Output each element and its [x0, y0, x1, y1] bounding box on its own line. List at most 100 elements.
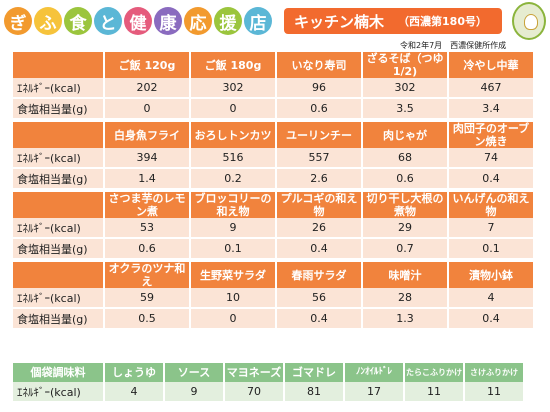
salt-value: 0.4 — [277, 239, 361, 258]
energy-value: 17 — [345, 382, 403, 403]
menu-item: 春雨サラダ — [277, 262, 361, 288]
shop-header: キッチン楠木 （西濃第180号） — [284, 8, 502, 34]
menu-item: ざるそば（つゆ1/2) — [363, 52, 447, 78]
menu-item: 生野菜サラダ — [191, 262, 275, 288]
banner-char: ふ — [34, 7, 62, 35]
energy-value: 56 — [277, 288, 361, 309]
salt-value: 3.4 — [449, 99, 533, 118]
menu-item: 味噌汁 — [363, 262, 447, 288]
menu-item: 白身魚フライ — [105, 122, 189, 148]
energy-row: ｴﾈﾙｷﾞｰ(kcal) 53 9 26 29 7 — [13, 218, 533, 239]
energy-value: 10 — [191, 288, 275, 309]
salt-value: 0 — [191, 309, 275, 328]
seasoning-item: さけふりかけ — [465, 363, 523, 382]
energy-row: ｴﾈﾙｷﾞｰ(kcal) 394 516 557 68 74 — [13, 148, 533, 169]
salt-value: 0 — [191, 99, 275, 118]
energy-value: 70 — [225, 382, 283, 403]
energy-value: 28 — [363, 288, 447, 309]
block-header-row: ご飯 120g ご飯 180g いなり寿司 ざるそば（つゆ1/2) 冷やし中華 — [13, 52, 533, 78]
energy-value: 9 — [165, 382, 223, 403]
salt-value: 0.1 — [191, 239, 275, 258]
energy-label: ｴﾈﾙｷﾞｰ(kcal) — [13, 218, 103, 239]
block-header-row: 白身魚フライ おろしトンカツ ユーリンチー 肉じゃが 肉団子のオーブン焼き — [13, 122, 533, 148]
energy-value: 4 — [449, 288, 533, 309]
salt-label: 食塩相当量(g) — [13, 169, 103, 188]
banner-char: と — [94, 7, 122, 35]
energy-value: 467 — [449, 78, 533, 99]
salt-label: 食塩相当量(g) — [13, 239, 103, 258]
salt-value: 0.2 — [191, 169, 275, 188]
shop-area: （西濃第180号） — [398, 15, 487, 28]
salt-row: 食塩相当量(g) 0 0 0.6 3.5 3.4 — [13, 99, 533, 118]
energy-label: ｴﾈﾙｷﾞｰ(kcal) — [13, 148, 103, 169]
energy-value: 516 — [191, 148, 275, 169]
energy-row: ｴﾈﾙｷﾞｰ(kcal) 202 302 96 302 467 — [13, 78, 533, 99]
seasoning-table: 個袋調味料 しょうゆ ソース マヨネーズ ゴマドレ ﾉﾝｵｲﾙﾄﾞﾚ たらこふり… — [11, 363, 525, 403]
menu-item: 肉団子のオーブン焼き — [449, 122, 533, 148]
energy-value: 202 — [105, 78, 189, 99]
salt-value: 0.4 — [449, 169, 533, 188]
menu-item: 冷やし中華 — [449, 52, 533, 78]
energy-value: 59 — [105, 288, 189, 309]
seasoning-item: マヨネーズ — [225, 363, 283, 382]
store-banner: ぎ ふ 食 と 健 康 応 援 店 — [4, 2, 274, 42]
salt-value: 0.4 — [277, 309, 361, 328]
banner-char: 応 — [184, 7, 212, 35]
energy-value: 74 — [449, 148, 533, 169]
menu-item: 肉じゃが — [363, 122, 447, 148]
salt-value: 0.7 — [363, 239, 447, 258]
salt-value: 0 — [105, 99, 189, 118]
banner-char: 康 — [154, 7, 182, 35]
salt-value: 3.5 — [363, 99, 447, 118]
energy-label: ｴﾈﾙｷﾞｰ(kcal) — [13, 288, 103, 309]
banner-char: 店 — [244, 7, 272, 35]
energy-label: ｴﾈﾙｷﾞｰ(kcal) — [13, 78, 103, 99]
block-header-row: さつま芋のレモン煮 ブロッコリーの和え物 プルコギの和え物 切り干し大根の煮物 … — [13, 192, 533, 218]
menu-item: プルコギの和え物 — [277, 192, 361, 218]
energy-label: ｴﾈﾙｷﾞｰ(kcal) — [13, 382, 103, 403]
energy-value: 302 — [191, 78, 275, 99]
salt-row: 食塩相当量(g) 0.6 0.1 0.4 0.7 0.1 — [13, 239, 533, 258]
seasoning-item: たらこふりかけ — [405, 363, 463, 382]
salt-value: 0.6 — [105, 239, 189, 258]
energy-value: 11 — [405, 382, 463, 403]
salt-row: 食塩相当量(g) 1.4 0.2 2.6 0.6 0.4 — [13, 169, 533, 188]
seasoning-item: ソース — [165, 363, 223, 382]
seasoning-header-row: 個袋調味料 しょうゆ ソース マヨネーズ ゴマドレ ﾉﾝｵｲﾙﾄﾞﾚ たらこふり… — [13, 363, 523, 382]
salt-value: 0.6 — [363, 169, 447, 188]
energy-value: 394 — [105, 148, 189, 169]
salt-label: 食塩相当量(g) — [13, 99, 103, 118]
seasoning-item: ゴマドレ — [285, 363, 343, 382]
shop-name: キッチン楠木 — [294, 12, 385, 31]
salt-label: 食塩相当量(g) — [13, 309, 103, 328]
menu-item: さつま芋のレモン煮 — [105, 192, 189, 218]
salt-value: 0.4 — [449, 309, 533, 328]
energy-value: 81 — [285, 382, 343, 403]
menu-item: いなり寿司 — [277, 52, 361, 78]
energy-value: 29 — [363, 218, 447, 239]
energy-value: 7 — [449, 218, 533, 239]
menu-item: オクラのツナ和え — [105, 262, 189, 288]
menu-item: いんげんの和え物 — [449, 192, 533, 218]
energy-value: 557 — [277, 148, 361, 169]
menu-item: おろしトンカツ — [191, 122, 275, 148]
energy-row: ｴﾈﾙｷﾞｰ(kcal) 59 10 56 28 4 — [13, 288, 533, 309]
energy-value: 53 — [105, 218, 189, 239]
seasoning-title: 個袋調味料 — [13, 363, 103, 382]
energy-value: 26 — [277, 218, 361, 239]
energy-value: 68 — [363, 148, 447, 169]
salt-value: 1.4 — [105, 169, 189, 188]
salt-value: 0.5 — [105, 309, 189, 328]
banner-char: ぎ — [4, 7, 32, 35]
energy-value: 96 — [277, 78, 361, 99]
menu-item: ご飯 180g — [191, 52, 275, 78]
seasoning-item: しょうゆ — [105, 363, 163, 382]
seasoning-item: ﾉﾝｵｲﾙﾄﾞﾚ — [345, 363, 403, 382]
salt-value: 2.6 — [277, 169, 361, 188]
menu-table: ご飯 120g ご飯 180g いなり寿司 ざるそば（つゆ1/2) 冷やし中華 … — [11, 52, 535, 328]
menu-item: 漬物小鉢 — [449, 262, 533, 288]
seasoning-energy-row: ｴﾈﾙｷﾞｰ(kcal) 4 9 70 81 17 11 11 — [13, 382, 523, 403]
banner-char: 健 — [124, 7, 152, 35]
salt-row: 食塩相当量(g) 0.5 0 0.4 1.3 0.4 — [13, 309, 533, 328]
salt-value: 0.1 — [449, 239, 533, 258]
